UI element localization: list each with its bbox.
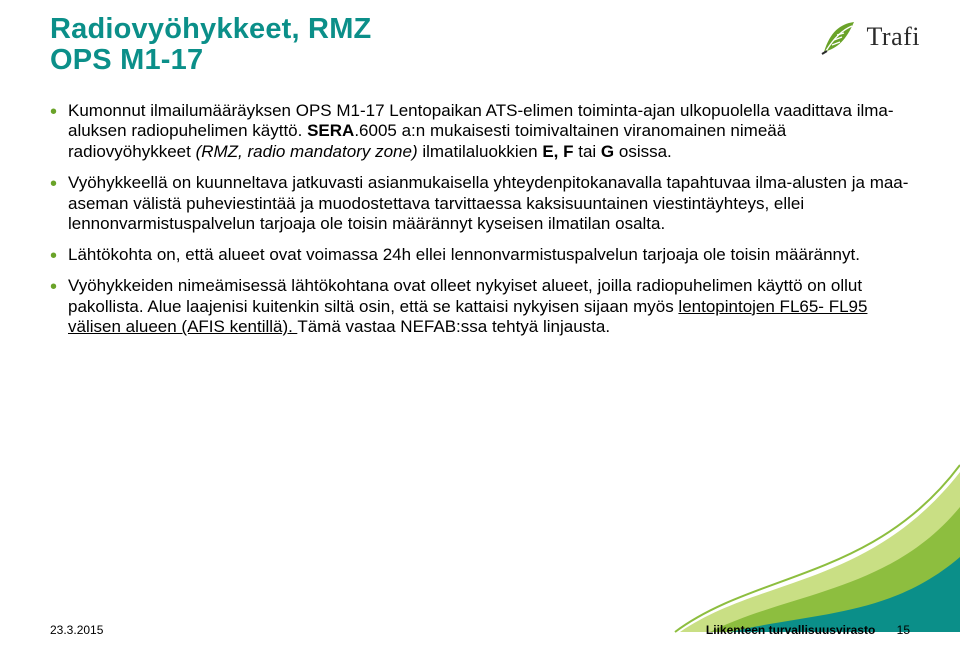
footer-date: 23.3.2015 <box>50 623 103 637</box>
page-number: 15 <box>897 623 910 637</box>
text: Vyöhykkeellä on kuunneltava jatkuvasti a… <box>68 173 908 233</box>
page-title: Radiovyöhykkeet, RMZ OPS M1-17 <box>50 14 910 77</box>
text: Tämä vastaa NEFAB:ssa tehtyä linjausta. <box>297 317 610 336</box>
leaf-icon <box>820 18 856 56</box>
text-bold: SERA <box>307 121 354 140</box>
logo-text: Trafi <box>866 22 920 52</box>
swoosh-graphic <box>640 417 960 637</box>
body-text: Kumonnut ilmailumääräyksen OPS M1-17 Len… <box>50 101 910 338</box>
bullet-1: Kumonnut ilmailumääräyksen OPS M1-17 Len… <box>50 101 910 163</box>
text: tai <box>574 142 601 161</box>
footer: 23.3.2015 Liikenteen turvallisuusvirasto… <box>50 623 910 637</box>
text-bold: E, F <box>542 142 573 161</box>
text-italic: (RMZ, radio mandatory zone) <box>196 142 423 161</box>
text: ilmatilaluokkien <box>422 142 542 161</box>
footer-org-wrap: Liikenteen turvallisuusvirasto 15 <box>706 623 910 637</box>
bullet-3: Lähtökohta on, että alueet ovat voimassa… <box>50 245 910 266</box>
bullet-2: Vyöhykkeellä on kuunneltava jatkuvasti a… <box>50 173 910 235</box>
bullet-4: Vyöhykkeiden nimeämisessä lähtökohtana o… <box>50 276 910 338</box>
slide: Trafi Radiovyöhykkeet, RMZ OPS M1-17 Kum… <box>0 0 960 649</box>
title-line-2: OPS M1-17 <box>50 45 910 76</box>
text: Lähtökohta on, että alueet ovat voimassa… <box>68 245 860 264</box>
footer-org: Liikenteen turvallisuusvirasto <box>706 623 875 637</box>
title-line-1: Radiovyöhykkeet, RMZ <box>50 14 910 45</box>
text: osissa. <box>614 142 672 161</box>
logo: Trafi <box>820 18 920 56</box>
text-bold: G <box>601 142 614 161</box>
